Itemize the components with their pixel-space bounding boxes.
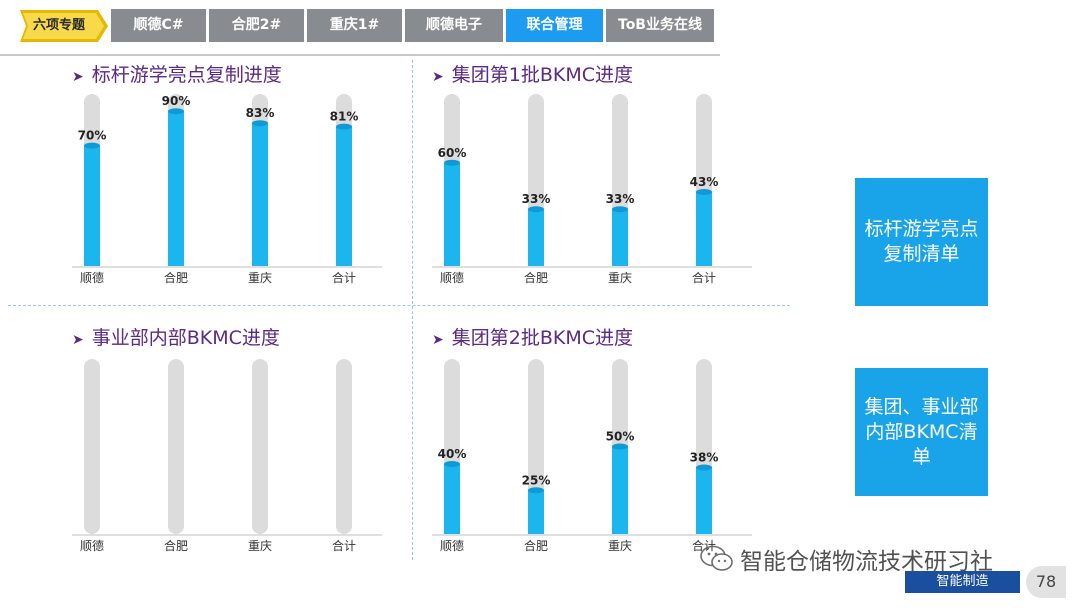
chart-title-text: 事业部内部BKMC进度	[91, 327, 280, 349]
chart-panel-group-batch-2: ➤ 集团第2批BKMC进度 40% 顺德 25% 合肥 50% 重庆 38% 合计	[432, 323, 772, 558]
bar	[528, 490, 544, 534]
bar-track	[168, 359, 184, 534]
horizontal-divider	[8, 305, 790, 306]
chevron-right-icon: ➤	[72, 332, 84, 348]
chart-panel-group-batch-1: ➤ 集团第1批BKMC进度 60% 顺德 33% 合肥 33% 重庆 43% 合计	[432, 60, 772, 295]
chart-title: ➤ 标杆游学亮点复制进度	[72, 60, 282, 87]
category-label: 顺德	[80, 538, 104, 553]
bar-chart: 60% 顺德 33% 合肥 33% 重庆 43% 合计	[432, 94, 752, 285]
category-label: 合肥	[164, 270, 188, 285]
data-label: 50%	[606, 430, 635, 444]
category-label: 重庆	[248, 539, 272, 553]
data-label: 90%	[162, 94, 191, 108]
data-label: 83%	[246, 106, 275, 120]
top-navigation: 六项专题 顺德C# 合肥2# 重庆1# 顺德电子 联合管理 ToB业务在线	[0, 8, 1080, 56]
watermark: 智能仓储物流技术研习社	[700, 542, 993, 576]
category-label: 合计	[692, 270, 716, 285]
data-label: 60%	[438, 146, 467, 160]
chevron-right-icon: ➤	[432, 332, 444, 348]
bar-cap	[696, 189, 712, 196]
bkmc-list-label: 集团、事业部内部BKMC清单	[864, 395, 979, 468]
bar-cap	[336, 123, 352, 130]
category-label: 合计	[332, 270, 356, 285]
chart-panel-benchmark: ➤ 标杆游学亮点复制进度 70% 顺德 90% 合肥 83% 重庆 81% 合计	[72, 60, 402, 295]
chart-title: ➤ 集团第2批BKMC进度	[432, 323, 633, 350]
tab-shunde-electronics[interactable]: 顺德电子	[405, 9, 503, 42]
bar-cap	[444, 461, 460, 467]
category-label: 合计	[332, 538, 356, 553]
wechat-icon	[700, 545, 733, 571]
bar	[336, 126, 352, 267]
bar-chart: 70% 顺德 90% 合肥 83% 重庆 81% 合计	[72, 94, 382, 285]
badge-arrow-shape	[20, 10, 108, 42]
vertical-divider	[412, 60, 413, 560]
category-label: 合肥	[524, 538, 548, 553]
chart-title-text: 标杆游学亮点复制进度	[91, 64, 282, 86]
data-label: 38%	[690, 451, 719, 465]
category-label: 重庆	[608, 539, 632, 553]
benchmark-list-label: 标杆游学亮点复制清单	[864, 218, 979, 265]
category-label: 重庆	[608, 271, 632, 285]
category-label: 顺德	[440, 538, 464, 553]
category-label: 顺德	[440, 270, 464, 285]
bar	[252, 123, 268, 266]
data-label: 25%	[522, 473, 551, 487]
chart-title-text: 集团第1批BKMC进度	[451, 64, 633, 86]
footer-label: 智能制造	[905, 571, 1020, 593]
bar	[84, 145, 100, 266]
tab-chongqing-1[interactable]: 重庆1#	[307, 9, 402, 42]
bar	[696, 192, 712, 266]
bkmc-list-box[interactable]: 集团、事业部内部BKMC清单	[855, 368, 988, 496]
chevron-right-icon: ➤	[72, 69, 84, 85]
bar	[612, 209, 628, 266]
bar-track	[336, 359, 352, 534]
watermark-text: 智能仓储物流技术研习社	[740, 549, 993, 575]
section-badge-label: 六项专题	[32, 18, 85, 33]
chart-title: ➤ 事业部内部BKMC进度	[72, 323, 280, 350]
bar-cap	[696, 464, 712, 471]
data-label: 40%	[438, 447, 467, 461]
bar	[168, 111, 184, 266]
bar	[444, 162, 460, 266]
bar-cap	[444, 159, 460, 166]
bar-track	[84, 359, 100, 534]
tab-shunde-c[interactable]: 顺德C#	[111, 9, 206, 42]
page-number: 78	[1026, 566, 1066, 598]
data-label: 33%	[606, 192, 635, 206]
category-label: 合计	[692, 538, 716, 553]
benchmark-list-box[interactable]: 标杆游学亮点复制清单	[855, 178, 988, 306]
bar-chart: 40% 顺德 25% 合肥 50% 重庆 38% 合计	[432, 359, 752, 553]
bar-cap	[528, 206, 544, 213]
data-label: 33%	[522, 192, 551, 206]
data-label: 81%	[330, 110, 359, 124]
tab-tob-online[interactable]: ToB业务在线	[606, 9, 714, 42]
data-label: 43%	[690, 175, 719, 189]
chart-title: ➤ 集团第1批BKMC进度	[432, 60, 633, 87]
bar-cap	[84, 142, 100, 149]
nav-tabs: 顺德C# 合肥2# 重庆1# 顺德电子 联合管理 ToB业务在线	[111, 9, 714, 42]
category-label: 顺德	[80, 270, 104, 285]
category-label: 重庆	[248, 271, 272, 285]
chart-panel-division-internal: ➤ 事业部内部BKMC进度 顺德 合肥 重庆 合计	[72, 323, 402, 558]
bar-cap	[168, 108, 184, 115]
bar	[444, 464, 460, 534]
section-badge: 六项专题	[20, 8, 108, 44]
category-label: 合肥	[524, 270, 548, 285]
bar	[612, 446, 628, 534]
bar-track	[252, 359, 268, 534]
bar-cap	[612, 206, 628, 213]
chevron-right-icon: ➤	[432, 69, 444, 85]
tab-hefei-2[interactable]: 合肥2#	[209, 9, 304, 42]
bar	[696, 467, 712, 534]
bar-chart: 顺德 合肥 重庆 合计	[72, 359, 382, 553]
bar-cap	[528, 487, 544, 494]
data-label: 70%	[78, 129, 107, 143]
bar-cap	[612, 443, 628, 450]
nav-underline	[0, 54, 720, 56]
bar-cap	[252, 120, 268, 127]
chart-title-text: 集团第2批BKMC进度	[451, 327, 633, 349]
bar	[528, 209, 544, 266]
category-label: 合肥	[164, 538, 188, 553]
tab-joint-management[interactable]: 联合管理	[506, 9, 603, 42]
